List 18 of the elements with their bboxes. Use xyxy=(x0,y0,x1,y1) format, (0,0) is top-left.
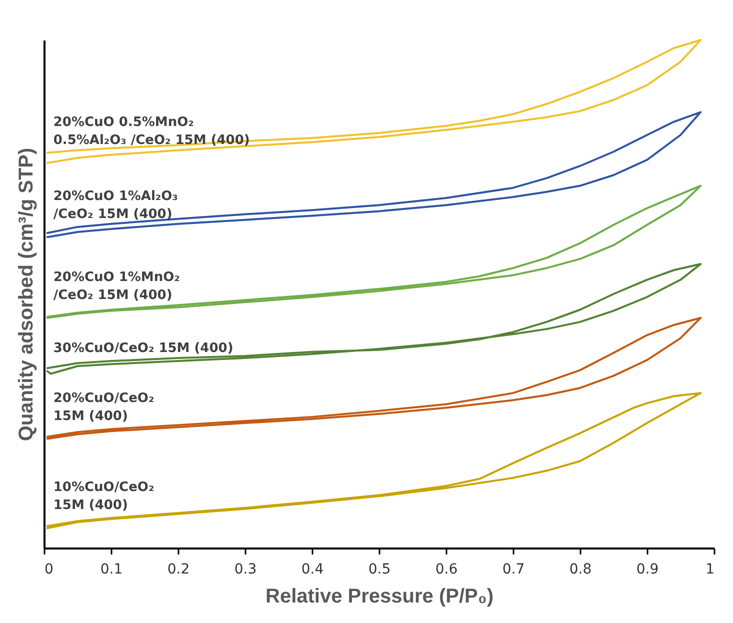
x-tick-label: 0.6 xyxy=(435,562,458,578)
x-tick-label: 1 xyxy=(706,562,714,578)
x-tick-label: 0 xyxy=(44,562,54,578)
x-tick-label: 0.4 xyxy=(301,562,324,578)
x-tick-label: 0.1 xyxy=(100,562,123,578)
x-tick-label: 0.3 xyxy=(234,562,257,578)
series-label: 20%CuO/CeO₂ 15M (400) xyxy=(53,390,154,424)
x-tick-label: 0.9 xyxy=(636,562,659,578)
series-label: 20%CuO 1%Al₂O₃ /CeO₂ 15M (400) xyxy=(53,189,178,222)
x-tick-label: 0.7 xyxy=(502,562,525,578)
series-label: 30%CuO/CeO₂ 15M (400) xyxy=(53,341,234,356)
x-axis-title: Relative Pressure (P/P₀) xyxy=(265,586,494,608)
y-axis-title: Quantity adsorbed (cm³/g STP) xyxy=(16,148,38,442)
series-label: 10%CuO/CeO₂ 15M (400) xyxy=(53,480,154,514)
x-tick-label: 0.5 xyxy=(368,562,391,578)
series-label: 20%CuO 1%MnO₂ /CeO₂ 15M (400) xyxy=(53,270,180,303)
x-tick-label: 0.2 xyxy=(167,562,190,578)
x-tick-label: 0.8 xyxy=(569,562,592,578)
